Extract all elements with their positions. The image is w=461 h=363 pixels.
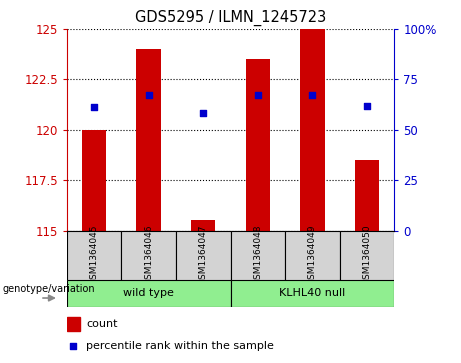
Bar	[67, 317, 80, 331]
Text: GSM1364050: GSM1364050	[362, 225, 372, 285]
Bar	[67, 280, 230, 307]
Point	[363, 103, 371, 109]
Bar	[300, 29, 325, 231]
Point	[90, 104, 98, 110]
Text: wild type: wild type	[123, 288, 174, 298]
Text: percentile rank within the sample: percentile rank within the sample	[87, 341, 274, 351]
Text: count: count	[87, 319, 118, 329]
Text: KLHL40 null: KLHL40 null	[279, 288, 345, 298]
Bar	[285, 231, 340, 280]
Point	[309, 91, 316, 97]
Bar	[230, 280, 394, 307]
Text: GSM1364048: GSM1364048	[253, 225, 262, 285]
Point	[200, 110, 207, 115]
Text: genotype/variation: genotype/variation	[3, 284, 95, 294]
Point	[70, 343, 77, 349]
Bar	[230, 231, 285, 280]
Text: GSM1364047: GSM1364047	[199, 225, 208, 285]
Bar	[340, 231, 394, 280]
Bar	[136, 49, 161, 231]
Bar	[191, 220, 215, 231]
Point	[145, 91, 152, 97]
Title: GDS5295 / ILMN_1245723: GDS5295 / ILMN_1245723	[135, 10, 326, 26]
Text: GSM1364049: GSM1364049	[308, 225, 317, 285]
Text: GSM1364045: GSM1364045	[89, 225, 99, 285]
Bar	[82, 130, 106, 231]
Text: GSM1364046: GSM1364046	[144, 225, 153, 285]
Bar	[355, 160, 379, 231]
Bar	[121, 231, 176, 280]
Bar	[246, 59, 270, 231]
Point	[254, 91, 261, 97]
Bar	[176, 231, 230, 280]
Bar	[67, 231, 121, 280]
